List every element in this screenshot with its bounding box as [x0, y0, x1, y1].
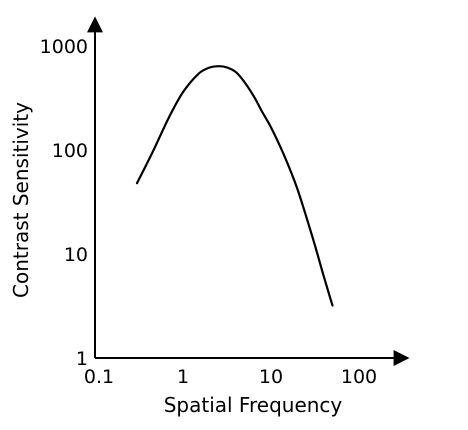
x-tick-label: 10: [259, 366, 283, 388]
x-tick-label: 100: [341, 366, 377, 388]
contrast-sensitivity-curve: [135, 65, 334, 307]
x-axis-title: Spatial Frequency: [164, 393, 343, 417]
y-tick-label: 1: [76, 348, 88, 370]
y-tick-label: 10: [64, 244, 88, 266]
y-tick-labels: 1 10 100 1000: [40, 36, 88, 370]
x-tick-labels: 0.1 1 10 100: [84, 366, 377, 388]
x-tick-label: 0.1: [84, 366, 114, 388]
x-tick-label: 1: [177, 366, 189, 388]
y-tick-label: 100: [52, 140, 88, 162]
y-axis-title: Contrast Sensitivity: [9, 102, 33, 298]
series-layer: [135, 65, 334, 307]
y-tick-label: 1000: [40, 36, 88, 58]
